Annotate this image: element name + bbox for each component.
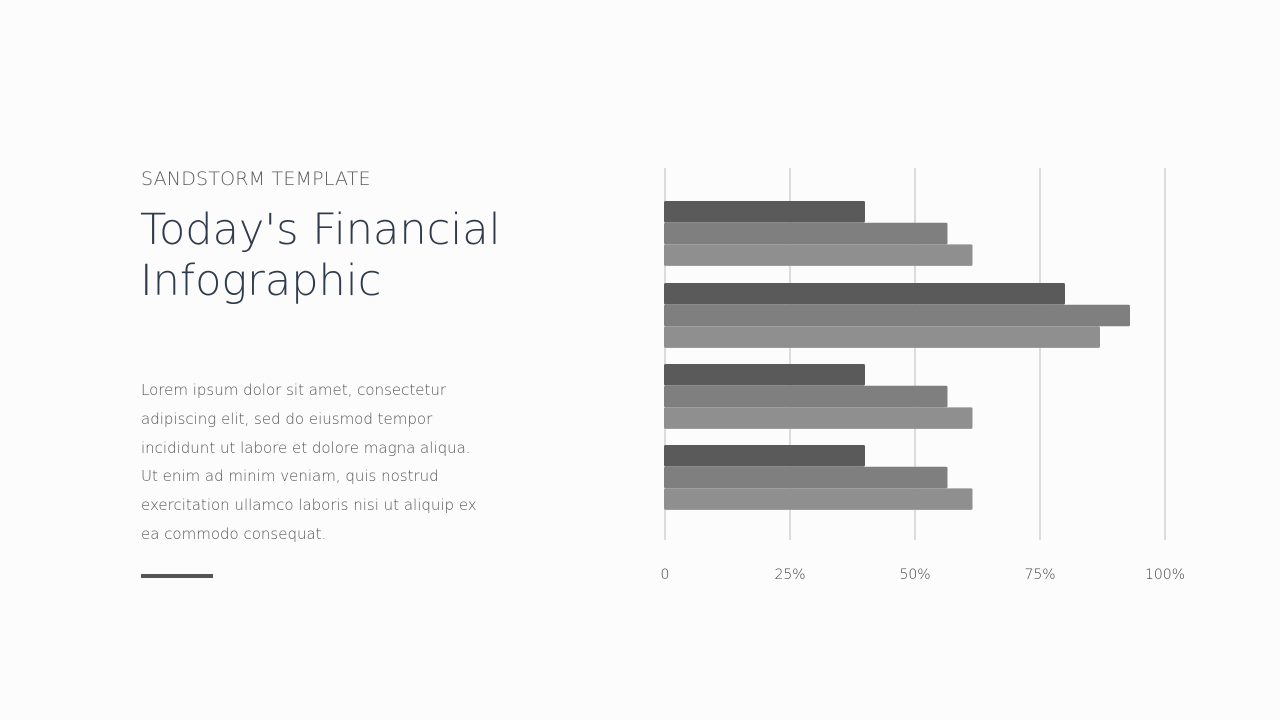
accent-line bbox=[141, 574, 213, 578]
bar bbox=[664, 326, 1100, 348]
bar bbox=[664, 407, 973, 429]
bar bbox=[664, 304, 1130, 327]
x-tick-label: 100% bbox=[1145, 567, 1185, 583]
bar bbox=[664, 222, 948, 245]
bar bbox=[664, 244, 973, 266]
x-tick-label: 0 bbox=[661, 567, 670, 583]
bar bbox=[664, 466, 948, 489]
bar bbox=[664, 488, 973, 510]
chart-bars bbox=[664, 201, 1130, 510]
bar bbox=[664, 283, 1065, 305]
bar bbox=[664, 201, 865, 223]
slide-body-text: Lorem ipsum dolor sit amet, consectetur … bbox=[141, 381, 477, 543]
bar bbox=[664, 385, 948, 408]
chart-x-ticks: 0 25% 50% 75% 100% bbox=[661, 567, 1185, 583]
slide-title: Today's Financial Infographic bbox=[140, 205, 501, 306]
slide-subtitle: SANDSTORM TEMPLATE bbox=[141, 168, 371, 190]
x-tick-label: 25% bbox=[774, 567, 805, 583]
bar bbox=[664, 364, 865, 386]
x-tick-label: 50% bbox=[899, 567, 930, 583]
x-tick-label: 75% bbox=[1024, 567, 1055, 583]
bar bbox=[664, 445, 865, 467]
